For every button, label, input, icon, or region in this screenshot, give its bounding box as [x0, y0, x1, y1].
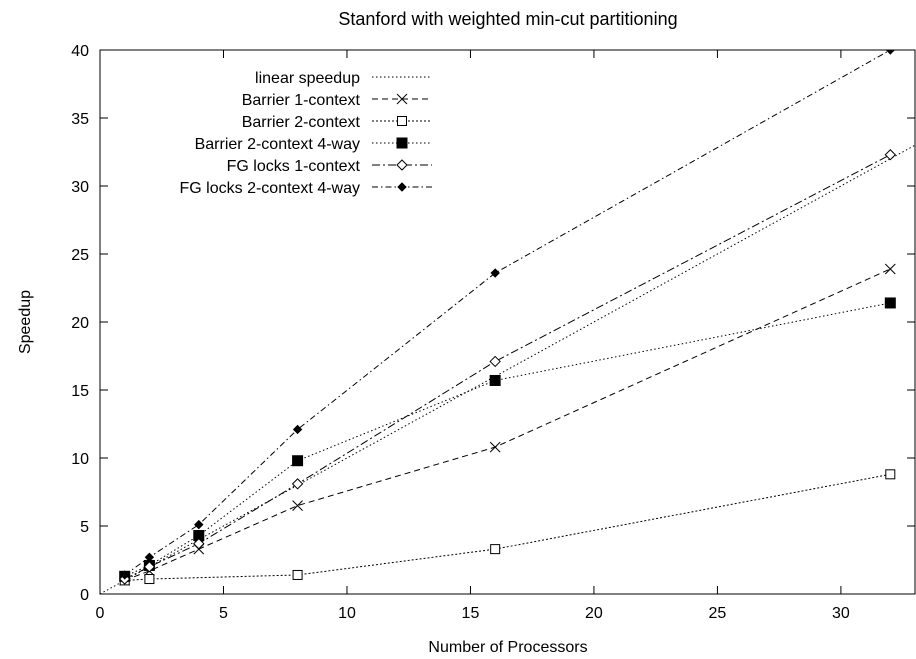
- series-2-point-5: [489, 441, 501, 453]
- y-tick-label-40: 40: [71, 43, 89, 60]
- plot-frame: [99, 49, 916, 595]
- y-tick-label-10: 10: [71, 451, 89, 468]
- series-4-point-5: [489, 374, 501, 386]
- series-4-line: [124, 302, 891, 577]
- chart-title: Stanford with weighted min-cut partition…: [338, 9, 677, 29]
- legend-label-1: linear speedup: [255, 70, 360, 87]
- y-tick-label-0: 0: [80, 587, 89, 604]
- series-layer: [100, 50, 915, 594]
- series-4: [119, 297, 896, 582]
- legend-marker-2: [396, 93, 408, 105]
- series-5: [118, 149, 897, 585]
- legend-label-4: Barrier 2-context 4-way: [195, 136, 360, 153]
- series-6-point-5: [490, 268, 500, 278]
- legend-label-3: Barrier 2-context: [242, 114, 361, 131]
- series-3-line: [124, 473, 891, 581]
- series-5-point-3: [193, 537, 205, 550]
- series-6-line: [124, 50, 891, 576]
- series-6-point-1: [119, 570, 130, 580]
- series-4-point-6: [884, 297, 896, 309]
- series-2-point-4: [292, 500, 303, 511]
- legend-label-6: FG locks 2-context 4-way: [180, 180, 361, 197]
- series-1: [100, 144, 915, 594]
- series-3-point-2: [144, 574, 155, 585]
- y-tick-label-20: 20: [71, 315, 89, 332]
- ticks-layer: 0 5 10 15 20 25 30 0 5 10 15 20 25 30 35 40: [71, 43, 915, 622]
- series-3: [119, 469, 896, 586]
- y-tick-label-15: 15: [71, 383, 89, 400]
- x-tick-label-15: 15: [462, 605, 480, 622]
- y-axis-label-text: Speedup: [17, 290, 34, 354]
- series-1-line: [100, 144, 915, 594]
- series-3-point-6: [885, 469, 896, 480]
- series-5-point-6: [884, 149, 897, 161]
- series-5-point-2: [143, 561, 156, 573]
- y-tick-label-5: 5: [80, 519, 89, 536]
- series-5-point-4: [291, 478, 304, 490]
- series-3-point-4: [292, 569, 303, 580]
- legend: linear speedup Barrier 1-context Barrier 2…: [180, 70, 432, 197]
- legend-marker-6: [397, 182, 407, 192]
- series-6-point-6: [885, 50, 896, 55]
- series-2-point-6: [884, 263, 896, 275]
- series-6-point-4: [292, 424, 303, 435]
- x-tick-label-20: 20: [585, 605, 603, 622]
- series-6-point-3: [194, 519, 204, 530]
- series-4-point-4: [292, 455, 304, 467]
- legend-marker-3: [397, 116, 407, 126]
- legend-marker-4: [396, 137, 408, 149]
- x-tick-label-25: 25: [709, 605, 727, 622]
- series-6: [119, 50, 896, 580]
- x-tick-label-10: 10: [338, 605, 356, 622]
- series-6-point-2: [144, 552, 155, 562]
- x-tick-label-5: 5: [219, 605, 228, 622]
- x-tick-label-0: 0: [96, 605, 105, 622]
- series-2-line: [124, 268, 891, 581]
- y-tick-label-35: 35: [71, 111, 89, 128]
- legend-label-5: FG locks 1-context: [227, 158, 361, 175]
- legend-label-2: Barrier 1-context: [242, 92, 361, 109]
- series-3-point-5: [490, 544, 501, 555]
- legend-marker-5: [396, 159, 408, 171]
- x-axis-label: Number of Processors: [428, 639, 587, 656]
- series-5-point-5: [489, 355, 501, 368]
- series-5-line: [124, 154, 891, 580]
- y-tick-label-25: 25: [71, 247, 89, 264]
- x-tick-label-30: 30: [832, 605, 850, 622]
- y-tick-label-30: 30: [71, 179, 89, 196]
- series-2: [119, 263, 896, 586]
- y-axis-label: Speedup: [17, 290, 34, 354]
